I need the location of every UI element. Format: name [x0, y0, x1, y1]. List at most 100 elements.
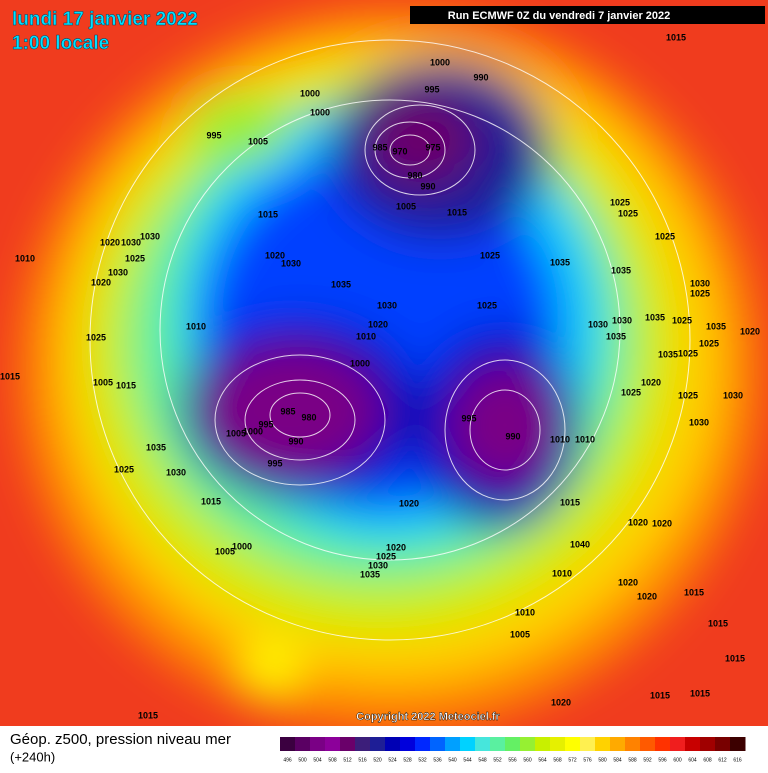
pressure-label: 1025: [480, 250, 500, 260]
pressure-label: 1030: [588, 319, 608, 329]
pressure-label: 1035: [606, 331, 626, 341]
colorbar-tick-label: 504: [313, 757, 322, 763]
colorbar-swatch: [580, 737, 596, 751]
colorbar-tick-label: 600: [673, 757, 682, 763]
pressure-label: 1005: [510, 629, 530, 639]
colorbar-swatch: [535, 737, 551, 751]
pressure-label: 1015: [650, 690, 670, 700]
pressure-label: 995: [258, 419, 273, 429]
pressure-label: 1005: [396, 201, 416, 211]
pressure-label: 1025: [690, 288, 710, 298]
pressure-label: 990: [288, 436, 303, 446]
colorbar-tick-label: 604: [688, 757, 697, 763]
pressure-label: 1015: [708, 618, 728, 628]
colorbar-swatch: [550, 737, 566, 751]
colorbar-tick-label: 496: [283, 757, 292, 763]
pressure-label: 1020: [628, 517, 648, 527]
pressure-label: 1035: [146, 442, 166, 452]
pressure-label: 980: [301, 412, 316, 422]
pressure-label: 1025: [678, 348, 698, 358]
colorbar-swatch: [730, 737, 746, 751]
pressure-label: 1015: [447, 207, 467, 217]
pressure-label: 1020: [551, 697, 571, 707]
colorbar-swatch: [520, 737, 536, 751]
pressure-label: 1020: [618, 577, 638, 587]
pressure-label: 1035: [645, 312, 665, 322]
colorbar-tick-label: 564: [538, 757, 547, 763]
colorbar-tick-label: 552: [493, 757, 502, 763]
footer-title: Géop. z500, pression niveau mer: [10, 731, 231, 748]
run-info: Run ECMWF 0Z du vendredi 7 janvier 2022: [448, 10, 671, 22]
geopotential-field: [0, 0, 768, 726]
colorbar-swatch: [715, 737, 731, 751]
colorbar-tick-label: 500: [298, 757, 307, 763]
colorbar-swatch: [685, 737, 701, 751]
colorbar-swatch: [625, 737, 641, 751]
colorbar-tick-label: 544: [463, 757, 472, 763]
colorbar-tick-label: 512: [343, 757, 352, 763]
pressure-label: 1005: [248, 136, 268, 146]
colorbar-tick-label: 608: [703, 757, 712, 763]
pressure-label: 985: [280, 406, 295, 416]
pressure-label: 1020: [265, 250, 285, 260]
pressure-label: 1030: [689, 417, 709, 427]
pressure-label: 1000: [232, 541, 252, 551]
pressure-label: 1010: [515, 607, 535, 617]
local-time: 1:00 locale: [12, 33, 109, 54]
pressure-label: 1015: [258, 209, 278, 219]
pressure-label: 1000: [350, 358, 370, 368]
pressure-label: 1030: [140, 231, 160, 241]
colorbar-tick-label: 612: [718, 757, 727, 763]
colorbar-swatch: [670, 737, 686, 751]
colorbar-tick-label: 536: [433, 757, 442, 763]
copyright: Copyright 2022 Meteociel.fr: [356, 711, 500, 723]
pressure-label: 1030: [121, 237, 141, 247]
pressure-label: 1040: [570, 539, 590, 549]
pressure-label: 1025: [376, 551, 396, 561]
pressure-label: 995: [267, 458, 282, 468]
colorbar-swatch: [430, 737, 446, 751]
pressure-label: 1030: [690, 278, 710, 288]
date: lundi 17 janvier 2022: [12, 9, 198, 30]
colorbar-tick-label: 580: [598, 757, 607, 763]
colorbar-tick-label: 572: [568, 757, 577, 763]
pressure-label: 1030: [368, 560, 388, 570]
pressure-label: 1030: [281, 258, 301, 268]
colorbar-swatch: [325, 737, 341, 751]
colorbar-tick-label: 556: [508, 757, 517, 763]
pressure-label: 1020: [386, 542, 406, 552]
colorbar-swatch: [445, 737, 461, 751]
pressure-label: 1020: [399, 498, 419, 508]
pressure-label: 1030: [723, 390, 743, 400]
isobars: [89, 39, 691, 641]
colorbar-tick-label: 576: [583, 757, 592, 763]
pressure-label: 1000: [310, 107, 330, 117]
pressure-label: 1020: [91, 277, 111, 287]
pressure-label: 980: [407, 170, 422, 180]
pressure-label: 1035: [360, 569, 380, 579]
pressure-label: 1015: [0, 371, 20, 381]
colorbar-swatch: [610, 737, 626, 751]
colorbar-swatch: [490, 737, 506, 751]
pressure-label: 1010: [186, 321, 206, 331]
colorbar-tick-label: 588: [628, 757, 637, 763]
pressure-label: 1015: [666, 32, 686, 42]
pressure-label: 1025: [672, 315, 692, 325]
pressure-label: 1030: [108, 267, 128, 277]
pressure-label: 1030: [377, 300, 397, 310]
colorbar-tick-label: 532: [418, 757, 427, 763]
colorbar: 496 500 504 508 512 516 520 524 528 532 536 540 544 5…: [280, 737, 746, 763]
colorbar-swatch: [640, 737, 656, 751]
colorbar-swatch: [310, 737, 326, 751]
run-banner: [410, 6, 765, 24]
colorbar-tick-label: 516: [358, 757, 367, 763]
pressure-label: 995: [206, 130, 221, 140]
pressure-label: 1025: [477, 300, 497, 310]
colorbar-swatch: [280, 737, 296, 751]
pressure-label: 990: [505, 431, 520, 441]
colorbar-swatch: [415, 737, 431, 751]
colorbar-tick-label: 584: [613, 757, 622, 763]
pressure-label: 1000: [243, 426, 263, 436]
colorbar-swatch: [460, 737, 476, 751]
